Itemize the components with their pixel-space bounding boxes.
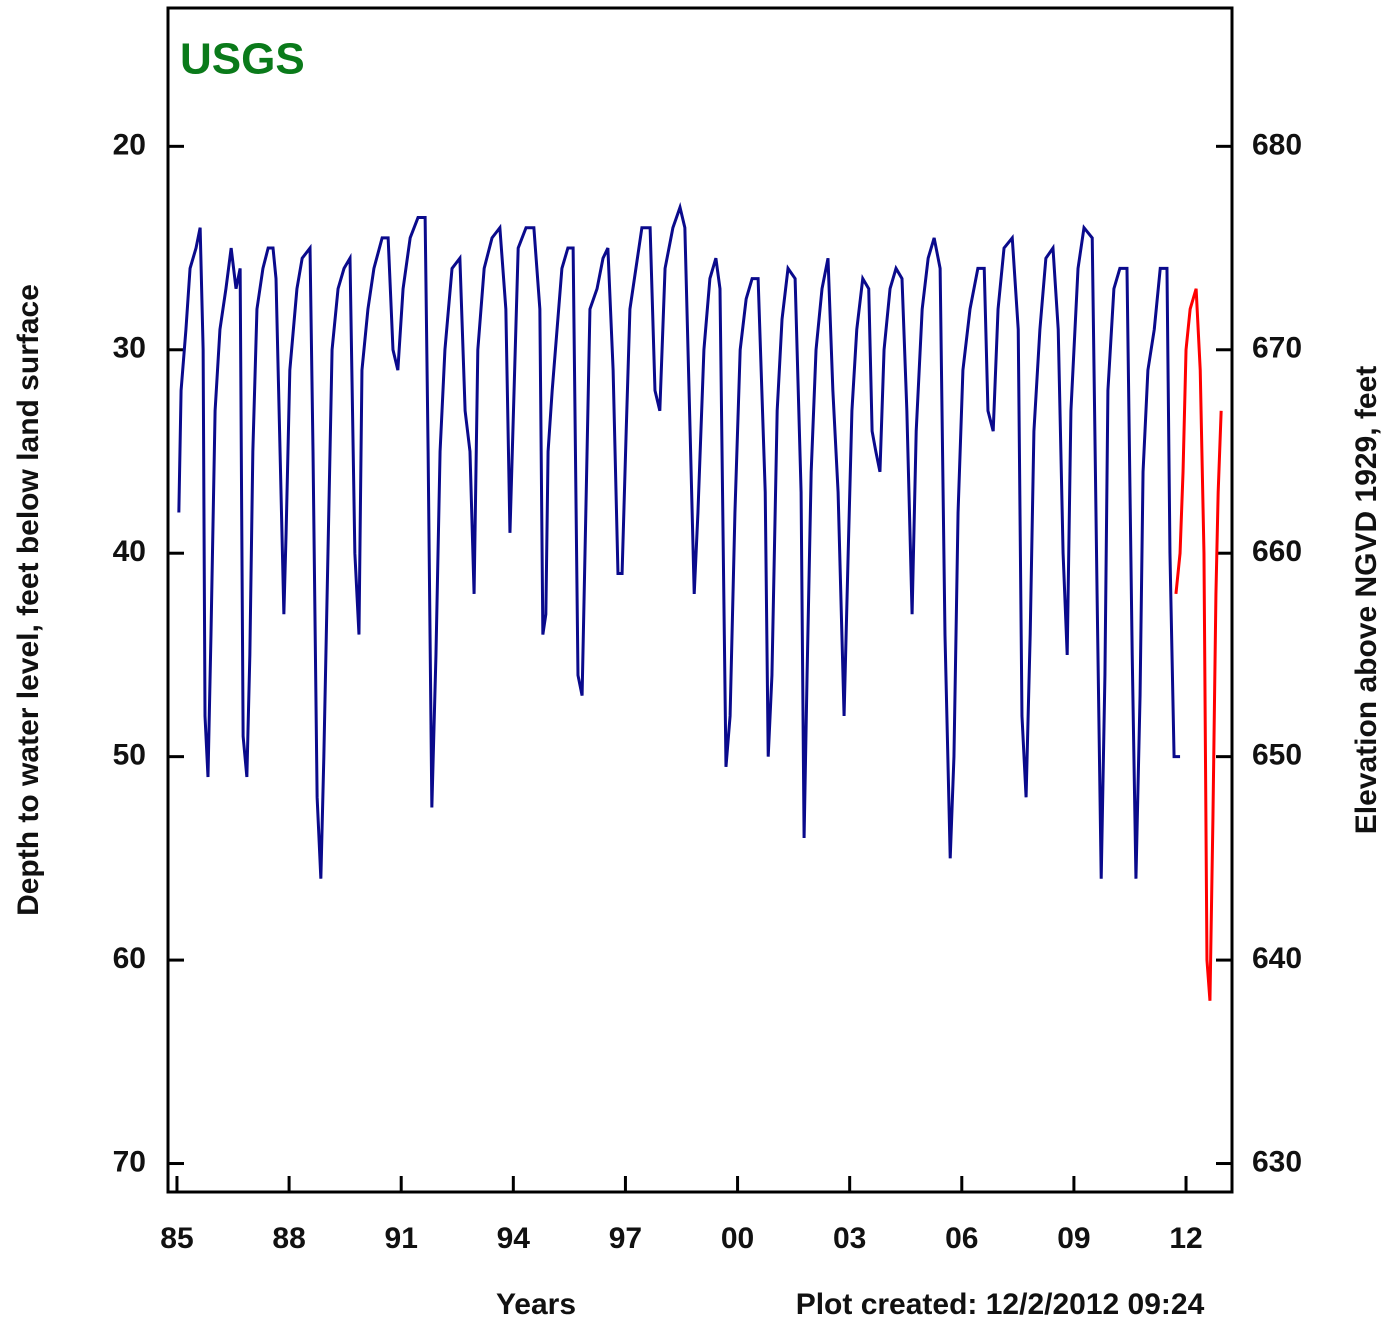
y2-tick-label: 630 bbox=[1252, 1145, 1302, 1178]
y2-tick-label: 660 bbox=[1252, 535, 1302, 568]
x-tick-label: 97 bbox=[609, 1222, 642, 1255]
y-tick-label: 60 bbox=[113, 942, 146, 975]
x-tick-label: 94 bbox=[497, 1222, 531, 1255]
x-tick-label: 09 bbox=[1057, 1222, 1090, 1255]
x-tick-label: 85 bbox=[160, 1222, 193, 1255]
y2-tick-label: 680 bbox=[1252, 128, 1302, 161]
plot-note: Plot created: 12/2/2012 09:24 bbox=[796, 1288, 1205, 1321]
y2-tick-label: 650 bbox=[1252, 739, 1302, 772]
y2-axis-title: Elevation above NGVD 1929, feet bbox=[1350, 366, 1383, 835]
x-tick-label: 12 bbox=[1169, 1222, 1202, 1255]
y-tick-label: 40 bbox=[113, 535, 146, 568]
y-tick-label: 70 bbox=[113, 1145, 146, 1178]
y-tick-label: 30 bbox=[113, 332, 146, 365]
x-tick-label: 91 bbox=[385, 1222, 418, 1255]
y2-tick-label: 670 bbox=[1252, 332, 1302, 365]
data-line bbox=[177, 202, 1181, 879]
x-tick-label: 06 bbox=[945, 1222, 978, 1255]
x-axis-title: Years bbox=[496, 1288, 576, 1321]
x-tick-label: 03 bbox=[833, 1222, 866, 1255]
x-tick-label: 00 bbox=[721, 1222, 754, 1255]
x-tick-label: 88 bbox=[272, 1222, 305, 1255]
y2-tick-label: 640 bbox=[1252, 942, 1302, 975]
y-axis-title: Depth to water level, feet below land su… bbox=[12, 284, 45, 916]
plot-frame bbox=[166, 6, 1234, 1194]
data-line bbox=[1174, 288, 1223, 1001]
y-tick-label: 20 bbox=[113, 128, 146, 161]
y-tick-label: 50 bbox=[113, 739, 146, 772]
logo: USGS bbox=[180, 35, 305, 84]
